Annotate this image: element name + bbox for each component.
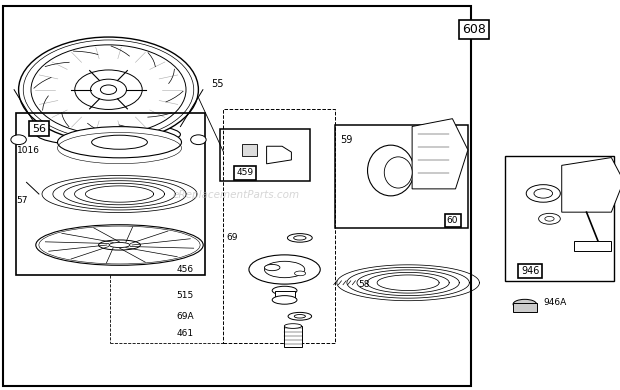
Text: 58: 58	[358, 280, 370, 289]
Ellipse shape	[513, 300, 536, 309]
Ellipse shape	[19, 37, 198, 142]
Ellipse shape	[288, 312, 312, 320]
Bar	[3, 6, 471, 386]
Ellipse shape	[272, 286, 297, 295]
Text: 60: 60	[447, 216, 458, 225]
Text: 59: 59	[340, 135, 352, 145]
Text: 461: 461	[177, 329, 194, 339]
Text: 57: 57	[17, 196, 29, 205]
Ellipse shape	[539, 213, 560, 224]
Ellipse shape	[272, 296, 297, 304]
Polygon shape	[562, 158, 620, 212]
Text: 946A: 946A	[543, 298, 567, 307]
Ellipse shape	[58, 127, 182, 158]
Ellipse shape	[264, 261, 305, 278]
Ellipse shape	[384, 157, 412, 188]
Bar	[16, 113, 205, 275]
Ellipse shape	[36, 225, 203, 265]
Text: 459: 459	[236, 168, 254, 177]
Text: 55: 55	[211, 80, 223, 89]
Ellipse shape	[264, 264, 280, 271]
Ellipse shape	[37, 122, 180, 146]
Ellipse shape	[294, 236, 306, 240]
Ellipse shape	[285, 324, 302, 328]
Bar	[223, 109, 335, 343]
Bar	[242, 144, 257, 156]
Text: 456: 456	[177, 265, 194, 274]
Text: 608: 608	[463, 23, 486, 36]
Ellipse shape	[109, 243, 130, 248]
Bar	[574, 241, 611, 251]
Text: 56: 56	[32, 124, 46, 134]
Ellipse shape	[294, 314, 306, 318]
Text: 1016: 1016	[17, 146, 40, 155]
Ellipse shape	[99, 240, 140, 250]
Text: 69: 69	[226, 233, 238, 243]
Ellipse shape	[190, 135, 206, 145]
Ellipse shape	[288, 234, 312, 242]
Ellipse shape	[294, 271, 306, 276]
Bar	[220, 129, 310, 181]
Ellipse shape	[534, 189, 552, 198]
Ellipse shape	[368, 145, 414, 196]
Bar	[335, 125, 468, 228]
Bar	[285, 326, 302, 347]
Text: 69A: 69A	[177, 312, 194, 321]
Ellipse shape	[526, 185, 560, 202]
Ellipse shape	[249, 255, 320, 284]
Ellipse shape	[92, 135, 148, 149]
Polygon shape	[412, 119, 468, 189]
Text: eReplacementParts.com: eReplacementParts.com	[172, 190, 299, 200]
Ellipse shape	[91, 79, 126, 100]
Ellipse shape	[545, 216, 554, 221]
Text: 515: 515	[177, 291, 194, 300]
Text: 946: 946	[521, 266, 539, 276]
Polygon shape	[267, 146, 291, 164]
Bar	[275, 291, 294, 300]
Ellipse shape	[11, 135, 26, 145]
Ellipse shape	[100, 85, 117, 94]
Bar	[505, 156, 614, 281]
Bar	[513, 303, 537, 312]
Ellipse shape	[75, 70, 142, 110]
